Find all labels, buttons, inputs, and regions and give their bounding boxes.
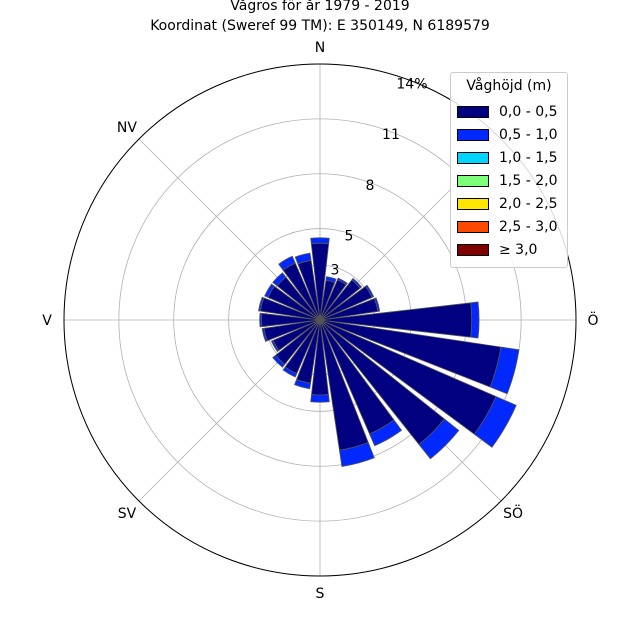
legend-label: ≥ 3,0 [499,241,538,258]
rose-bar-segment [470,301,480,339]
legend-swatch [457,128,489,141]
rose-bar-segment [261,327,268,342]
legend-label: 1,0 - 1,5 [499,149,558,166]
direction-label: SÖ [503,504,523,522]
legend-label: 2,0 - 2,5 [499,195,558,212]
direction-label: V [42,313,52,329]
rose-bar-segment [272,354,286,368]
rose-bar-segment [351,277,363,289]
rose-bar-segment [310,237,330,245]
rose-bar-segment [278,255,296,271]
legend-entry: 1,0 - 1,5 [457,146,567,169]
rose-bar-segment [310,394,330,403]
rose-bar-segment [325,276,337,284]
radial-tick-label: 8 [366,178,375,194]
legend-swatch [457,151,489,164]
legend-label: 0,5 - 1,0 [499,126,558,143]
legend-entry: ≥ 3,0 [457,238,567,261]
rose-bar-segment [259,312,263,328]
legend-swatch [457,197,489,210]
rose-bar-segment [294,379,311,390]
rose-bar-segment [489,346,520,395]
legend-swatch [457,174,489,187]
radial-tick-label: 11 [382,127,400,143]
rose-bar-segment [270,339,280,353]
direction-label: SV [118,506,137,522]
rose-bar-segment [365,284,375,298]
direction-label: NV [117,120,137,136]
rose-bar-segment [294,252,312,265]
legend-title: Våghöjd (m) [466,78,552,94]
legend-entry: 1,5 - 2,0 [457,169,567,192]
rose-bar-segment [258,296,265,312]
legend-entry: 2,5 - 3,0 [457,215,567,238]
radial-tick-label: 5 [345,229,354,245]
rose-bar-segment [373,297,381,312]
legend-label: 0,0 - 0,5 [499,103,558,120]
legend-swatch [457,243,489,256]
legend-label: 1,5 - 2,0 [499,172,558,189]
outer-circle [63,63,577,577]
chart-subtitle: Koordinat (Sweref 99 TM): E 350149, N 61… [150,18,490,34]
legend: Våghöjd (m) 0,0 - 0,5 0,5 - 1,0 1,0 - 1,5 1… [450,72,568,268]
radial-tick-label: 3 [331,262,340,278]
direction-label: N [315,40,325,56]
rose-bar-segment [418,418,460,460]
rose-bar-segment [282,366,298,378]
legend-entry: 2,0 - 2,5 [457,192,567,215]
rose-bar-segment [339,441,375,467]
legend-swatch [457,220,489,233]
radial-tick-label: 14% [396,76,427,92]
legend-label: 2,5 - 3,0 [499,218,558,235]
legend-swatch [457,105,489,118]
rose-bar-segment [473,396,517,448]
rose-bar-segment [336,277,348,286]
rose-bar-segment [264,283,275,298]
legend-entry: 0,5 - 1,0 [457,123,567,146]
rose-bar-segment [272,272,287,287]
chart-title: Vågros för år 1979 - 2019 [230,0,410,14]
direction-label: Ö [587,311,598,329]
rose-bar-segment [369,419,403,447]
direction-label: S [316,586,325,602]
legend-entry: 0,0 - 0,5 [457,100,567,123]
